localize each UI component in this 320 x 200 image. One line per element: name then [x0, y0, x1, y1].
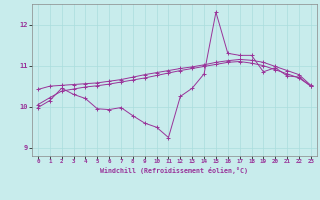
X-axis label: Windchill (Refroidissement éolien,°C): Windchill (Refroidissement éolien,°C) [100, 167, 248, 174]
